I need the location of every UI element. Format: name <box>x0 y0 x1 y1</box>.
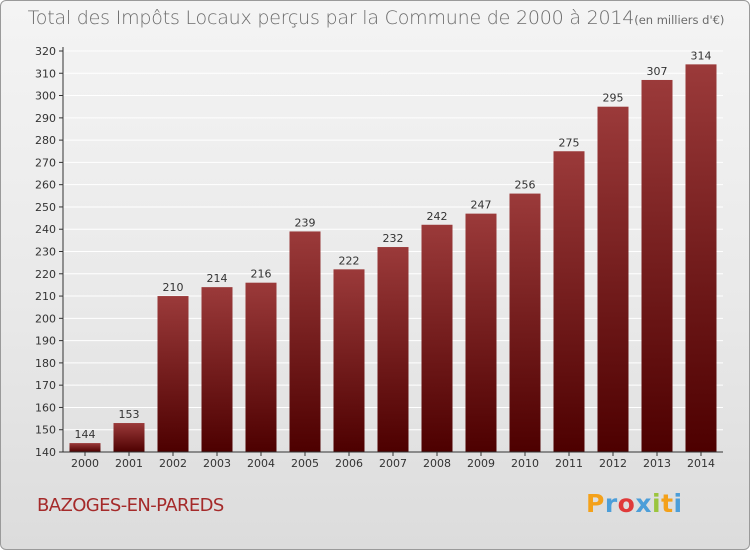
x-tick-label: 2010 <box>511 457 539 470</box>
x-tick-label: 2001 <box>115 457 143 470</box>
bar-value-label: 153 <box>119 408 140 421</box>
bar <box>377 247 409 452</box>
y-tick-label: 200 <box>35 312 56 325</box>
x-tick-label: 2005 <box>291 457 319 470</box>
bar-value-label: 275 <box>559 136 580 149</box>
bar-value-label: 210 <box>163 281 184 294</box>
y-tick-label: 300 <box>35 90 56 103</box>
x-tick-label: 2004 <box>247 457 275 470</box>
chart-unit-note: (en milliers d'€) <box>634 13 725 27</box>
bar-value-label: 295 <box>603 92 624 105</box>
x-tick-label: 2011 <box>555 457 583 470</box>
bar <box>509 193 541 453</box>
bar <box>597 106 629 452</box>
bar <box>685 64 717 452</box>
chart-title: Total des Impôts Locaux perçus par la Co… <box>1 7 749 29</box>
x-tick-label: 2006 <box>335 457 363 470</box>
bar-value-label: 307 <box>647 65 668 78</box>
logo-letter: i <box>673 489 683 518</box>
x-tick-label: 2014 <box>687 457 715 470</box>
logo-letter: i <box>652 489 662 518</box>
bar-value-label: 239 <box>295 216 316 229</box>
y-tick-label: 190 <box>35 335 56 348</box>
y-tick-label: 180 <box>35 357 56 370</box>
bar <box>289 231 321 452</box>
commune-name: BAZOGES-EN-PAREDS <box>37 495 224 516</box>
y-tick-label: 230 <box>35 246 56 259</box>
bar <box>333 269 365 452</box>
bar-value-label: 216 <box>251 268 272 281</box>
y-tick-label: 140 <box>35 446 56 459</box>
x-tick-label: 2002 <box>159 457 187 470</box>
y-tick-label: 170 <box>35 379 56 392</box>
x-tick-label: 2008 <box>423 457 451 470</box>
y-tick-label: 150 <box>35 424 56 437</box>
x-tick-label: 2012 <box>599 457 627 470</box>
bar <box>157 296 189 452</box>
chart-title-main: Total des Impôts Locaux perçus par la Co… <box>27 7 635 29</box>
bar-value-label: 256 <box>515 179 536 192</box>
y-tick-label: 320 <box>35 45 56 58</box>
bar <box>553 151 585 452</box>
y-tick-label: 310 <box>35 67 56 80</box>
bar-value-label: 232 <box>383 232 404 245</box>
bar-value-label: 222 <box>339 254 360 267</box>
y-tick-label: 280 <box>35 134 56 147</box>
bar <box>201 287 233 452</box>
proxiti-logo: Proxiti <box>586 489 683 518</box>
logo-letter: r <box>604 489 618 518</box>
bar <box>245 282 277 452</box>
logo-letter: x <box>635 489 652 518</box>
bar <box>465 213 497 452</box>
y-tick-label: 240 <box>35 223 56 236</box>
bars: 144 153 210 214 216 239 222 232 242 247 256 275 295 3… <box>69 49 717 453</box>
bar-value-label: 247 <box>471 199 492 212</box>
y-tick-label: 160 <box>35 401 56 414</box>
x-tick-label: 2000 <box>71 457 99 470</box>
logo-letter: t <box>661 489 674 518</box>
axes: 140 150 160 170 180 190 200 210 220 230 240 250 260 2… <box>35 45 723 470</box>
x-tick-label: 2003 <box>203 457 231 470</box>
y-tick-label: 270 <box>35 156 56 169</box>
y-tick-label: 290 <box>35 112 56 125</box>
y-tick-label: 260 <box>35 179 56 192</box>
bar-value-label: 242 <box>427 210 448 223</box>
logo-letter: o <box>617 489 636 518</box>
bar <box>421 224 453 452</box>
x-tick-label: 2009 <box>467 457 495 470</box>
y-tick-label: 250 <box>35 201 56 214</box>
bar <box>641 79 673 452</box>
y-tick-label: 210 <box>35 290 56 303</box>
x-tick-label: 2013 <box>643 457 671 470</box>
y-tick-label: 220 <box>35 268 56 281</box>
bar-value-label: 214 <box>207 272 228 285</box>
bar-value-label: 314 <box>691 49 712 62</box>
bar-value-label: 144 <box>75 428 96 441</box>
bar <box>113 423 145 452</box>
bar <box>69 443 101 452</box>
x-tick-label: 2007 <box>379 457 407 470</box>
logo-letter: P <box>586 489 605 518</box>
